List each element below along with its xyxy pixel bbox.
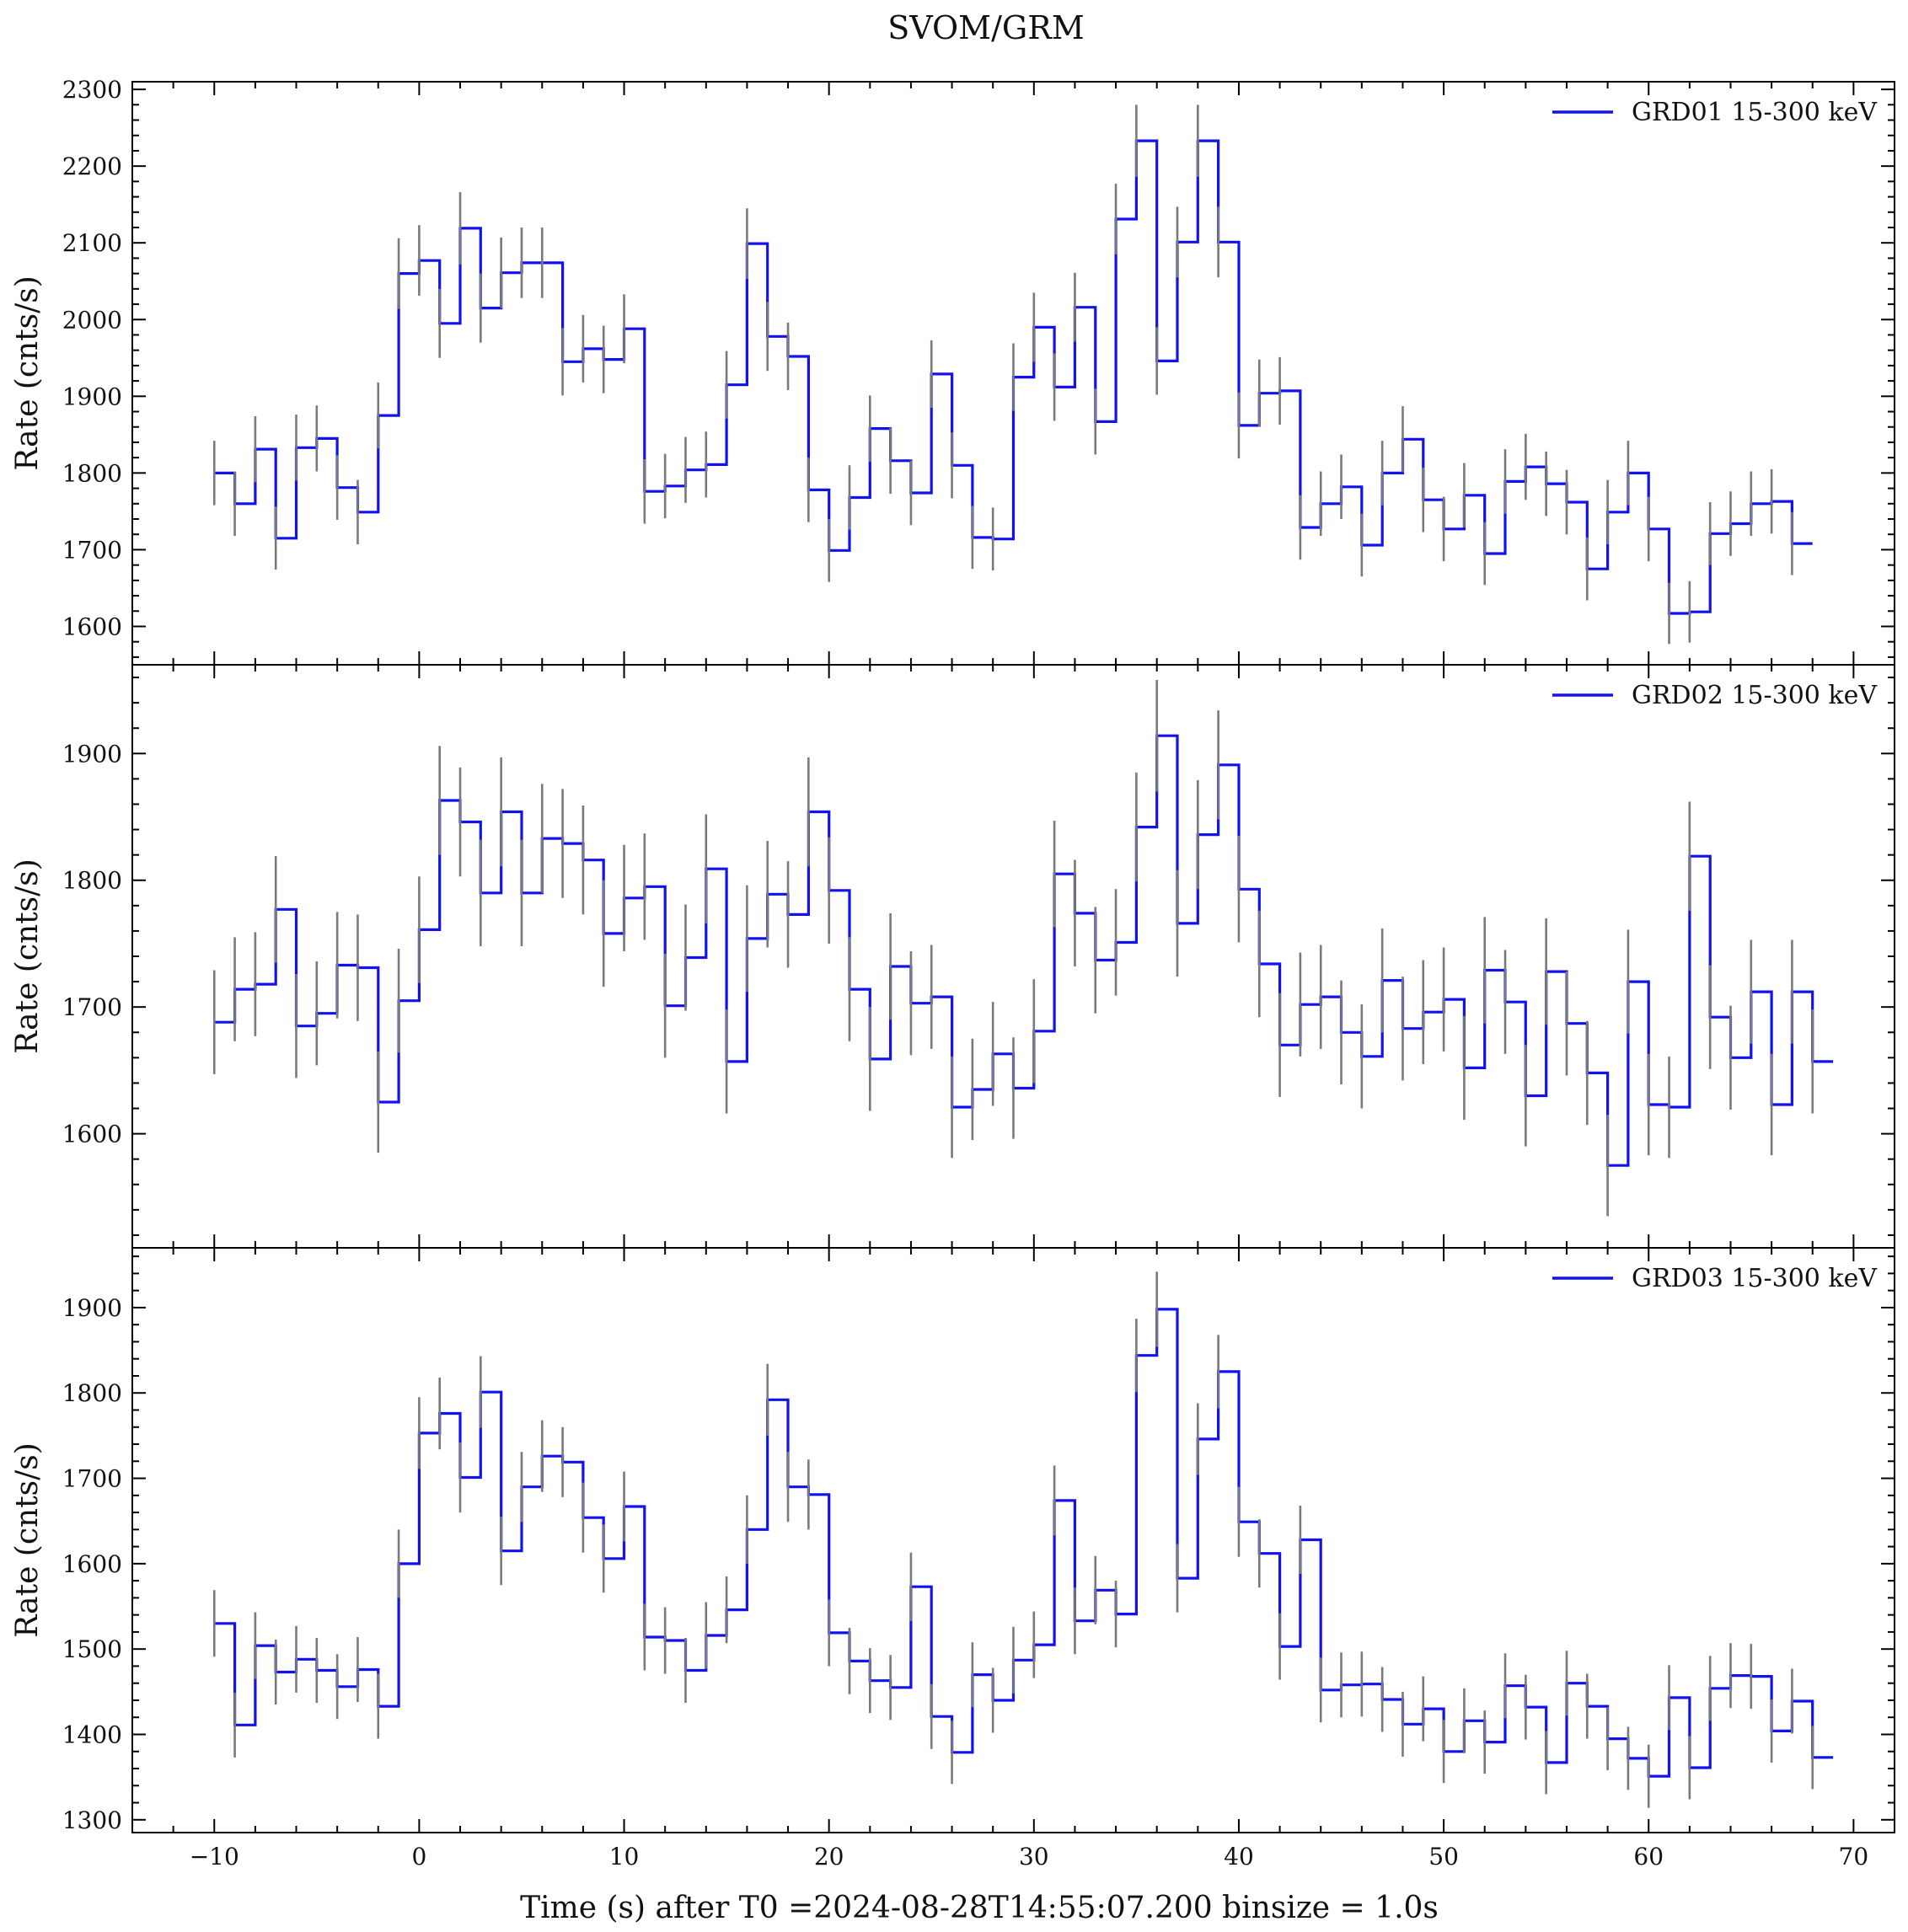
y-tick-label: 1900: [62, 383, 122, 410]
y-tick-label: 1700: [62, 536, 122, 564]
x-tick-label: 0: [411, 1843, 426, 1870]
y-tick-label: 1300: [62, 1806, 122, 1834]
x-tick-label: 70: [1839, 1843, 1869, 1870]
x-tick-label: 30: [1019, 1843, 1049, 1870]
x-tick-label: 50: [1428, 1843, 1459, 1870]
y-tick-label: 2300: [62, 76, 122, 104]
x-tick-label: 40: [1224, 1843, 1254, 1870]
y-tick-label: 1500: [62, 1635, 122, 1663]
y-tick-label: 1600: [62, 1121, 122, 1148]
panels: 1600 1700 1800 1900 2000 2100 2200 2300 Rate (cn…: [10, 76, 1895, 1870]
y-tick-label: 1800: [62, 459, 122, 487]
panel-3: −10 0 10 20 30 40 50 60 70 1300 1400 1500 1600 1700 18…: [10, 1247, 1895, 1870]
series-line: [214, 734, 1834, 1167]
y-tick-label: 1700: [62, 993, 122, 1021]
y-tick-label: 1600: [62, 613, 122, 640]
y-tick-label: 1700: [62, 1465, 122, 1493]
x-tick-label: 20: [814, 1843, 844, 1870]
axes-frame: [131, 1247, 1895, 1833]
y-tick-label: 1600: [62, 1550, 122, 1578]
legend-label: GRD02 15-300 keV: [1632, 681, 1878, 710]
y-axis-label: Rate (cnts/s): [10, 1442, 45, 1638]
y-tick-label: 1900: [62, 740, 122, 768]
y-tick-label: 1800: [62, 867, 122, 895]
x-tick-label: 10: [609, 1843, 640, 1870]
y-tick-label: 1800: [62, 1379, 122, 1407]
x-axis-label: Time (s) after T0 =2024-08-28T14:55:07.2…: [520, 1891, 1439, 1925]
legend-label: GRD03 15-300 keV: [1632, 1264, 1878, 1293]
panel-1: 1600 1700 1800 1900 2000 2100 2200 2300 Rate (cn…: [10, 76, 1895, 666]
y-tick-label: 1900: [62, 1294, 122, 1322]
x-tick-label: −10: [190, 1843, 239, 1870]
x-tick-label: 60: [1633, 1843, 1664, 1870]
y-tick-label: 2200: [62, 153, 122, 180]
series-line: [214, 1308, 1834, 1778]
figure-title: SVOM/GRM: [887, 9, 1085, 46]
y-axis-label: Rate (cnts/s): [10, 859, 45, 1054]
y-tick-label: 2100: [62, 229, 122, 257]
legend-label: GRD01 15-300 keV: [1632, 98, 1878, 127]
y-axis-label: Rate (cnts/s): [10, 276, 45, 471]
y-tick-label: 2000: [62, 306, 122, 334]
y-tick-label: 1400: [62, 1721, 122, 1748]
